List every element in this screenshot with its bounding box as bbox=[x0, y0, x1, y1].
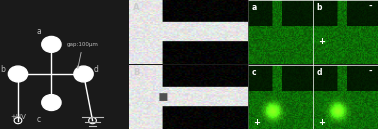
Circle shape bbox=[42, 95, 61, 110]
Circle shape bbox=[42, 37, 61, 52]
Text: gap:100μm: gap:100μm bbox=[67, 42, 99, 68]
Text: +: + bbox=[318, 118, 325, 127]
Text: -: - bbox=[368, 2, 372, 11]
Text: c: c bbox=[251, 68, 256, 77]
Text: a: a bbox=[251, 3, 257, 12]
Text: +HV: +HV bbox=[10, 114, 26, 120]
Circle shape bbox=[8, 66, 28, 82]
Text: d: d bbox=[317, 68, 322, 77]
Text: b: b bbox=[0, 65, 5, 74]
Text: a: a bbox=[36, 27, 41, 36]
Text: d: d bbox=[94, 65, 99, 74]
Text: A: A bbox=[133, 3, 140, 12]
Text: +: + bbox=[253, 118, 260, 127]
Text: b: b bbox=[317, 3, 322, 12]
Text: c: c bbox=[37, 115, 40, 124]
Text: +: + bbox=[318, 37, 325, 46]
Circle shape bbox=[74, 66, 93, 82]
Text: B: B bbox=[133, 68, 139, 77]
Text: -: - bbox=[368, 66, 372, 75]
